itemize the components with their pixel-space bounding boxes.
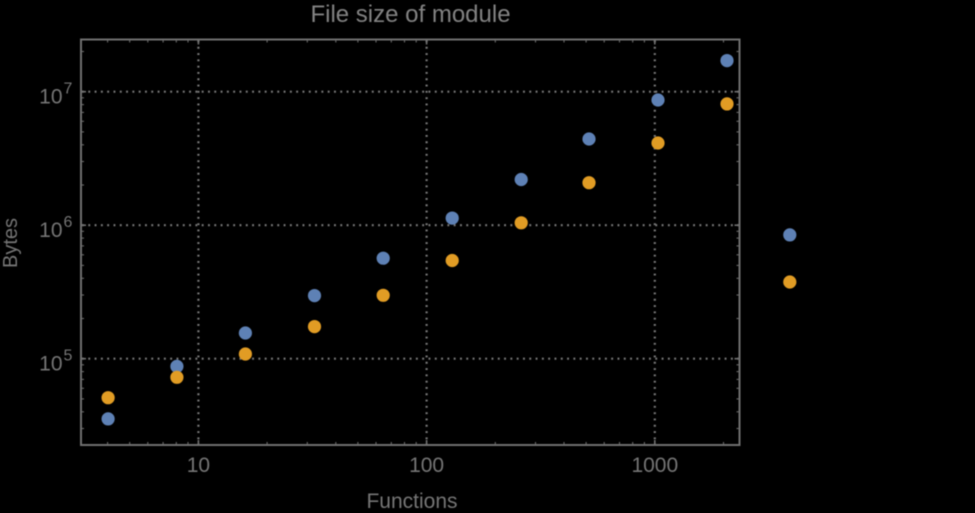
svg-text:1000: 1000	[631, 454, 678, 477]
svg-text:Bytes: Bytes	[0, 218, 22, 268]
svg-text:10: 10	[39, 352, 62, 375]
svg-text:10: 10	[187, 454, 210, 477]
svg-text:100: 100	[409, 454, 444, 477]
svg-text:File size of module: File size of module	[310, 1, 510, 28]
svg-text:7: 7	[64, 80, 73, 97]
svg-text:6: 6	[64, 214, 73, 231]
svg-text:Functions: Functions	[366, 490, 457, 513]
svg-text:10: 10	[39, 85, 62, 108]
svg-text:5: 5	[64, 347, 73, 364]
svg-text:10: 10	[39, 219, 62, 242]
